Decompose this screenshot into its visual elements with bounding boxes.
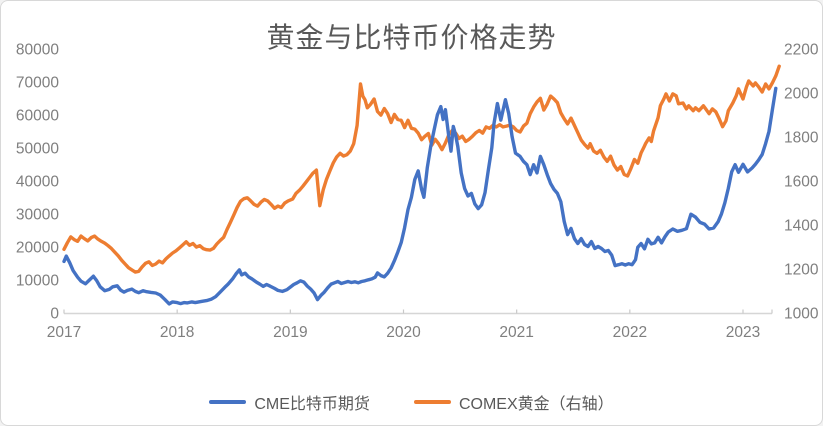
right-axis-tick-label: 2000 [784, 86, 819, 103]
right-axis-tick-label: 1800 [784, 130, 819, 147]
bitcoin-line-series [62, 86, 778, 306]
gold-line-series [62, 64, 781, 274]
left-axis-tick-label: 60000 [16, 108, 59, 125]
right-axis-tick-label: 2200 [784, 42, 819, 59]
left-axis-tick-label: 20000 [16, 240, 59, 257]
legend: CME比特币期货 COMEX黄金（右轴） [1, 390, 822, 414]
legend-item-bitcoin: CME比特币期货 [209, 390, 370, 414]
left-axis-tick-label: 30000 [16, 207, 59, 224]
gold-legend-label: COMEX黄金（右轴） [458, 396, 614, 413]
x-axis-tick-label: 2023 [726, 324, 760, 341]
right-axis-tick-label: 1000 [784, 306, 819, 323]
legend-item-gold: COMEX黄金（右轴） [413, 390, 614, 414]
right-axis-tick-label: 1200 [784, 262, 819, 279]
gold-line-swatch [413, 400, 451, 404]
x-axis-tick-label: 2020 [386, 324, 421, 341]
x-axis-tick-label: 2017 [47, 324, 81, 341]
bitcoin-line-swatch [209, 400, 247, 404]
right-axis-tick-label: 1400 [784, 218, 819, 235]
right-axis-tick-label: 1600 [784, 174, 819, 191]
left-axis-tick-label: 70000 [16, 75, 59, 92]
x-axis-tick-label: 2018 [160, 324, 194, 341]
left-axis-tick-label: 10000 [16, 273, 59, 290]
left-axis-tick-label: 40000 [16, 174, 59, 191]
x-axis-tick-label: 2022 [613, 324, 647, 341]
bitcoin-legend-label: CME比特币期货 [254, 396, 370, 413]
x-axis-tick-label: 2019 [273, 324, 307, 341]
left-axis-tick-label: 50000 [16, 141, 59, 158]
chart-title: 黄金与比特币价格走势 [266, 22, 557, 53]
left-axis-tick-label: 0 [50, 306, 59, 323]
x-axis-tick-label: 2021 [499, 324, 533, 341]
left-axis-tick-label: 80000 [16, 42, 59, 59]
